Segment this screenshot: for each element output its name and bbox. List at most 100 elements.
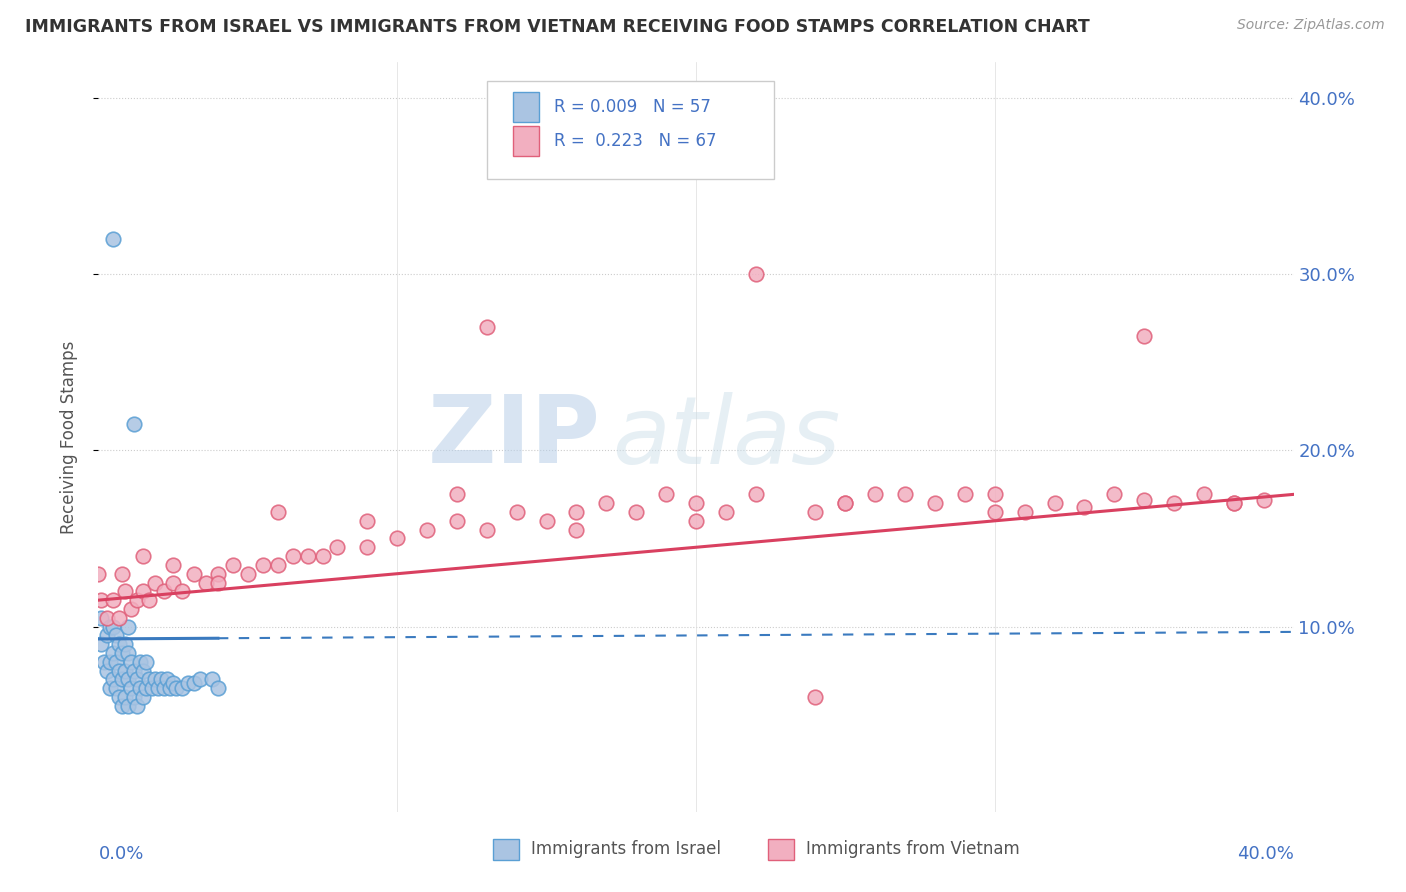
Point (685, 514, 707, 528)
Point (267, 558, 290, 572)
Point (162, 558, 184, 572)
Point (135, 655, 157, 669)
Point (1163, 496, 1185, 510)
Point (114, 637, 136, 651)
Point (207, 566, 229, 581)
Point (626, 505, 648, 519)
Point (103, 619, 125, 633)
Point (96, 611, 118, 625)
Point (114, 664, 136, 678)
Point (236, 566, 259, 581)
Text: Source: ZipAtlas.com: Source: ZipAtlas.com (1237, 18, 1385, 32)
Point (117, 673, 139, 687)
Point (595, 496, 617, 510)
Point (98, 681, 122, 696)
FancyBboxPatch shape (513, 93, 540, 122)
Point (105, 628, 128, 642)
Point (105, 681, 128, 696)
Point (90, 637, 112, 651)
Point (177, 676, 200, 690)
Point (135, 681, 157, 696)
Point (685, 496, 707, 510)
Point (127, 673, 149, 687)
Point (111, 646, 134, 660)
Point (153, 681, 176, 696)
Point (984, 487, 1007, 501)
FancyBboxPatch shape (486, 81, 773, 178)
Point (565, 505, 588, 519)
Point (96, 628, 118, 642)
Point (87, 566, 110, 581)
Point (127, 698, 149, 713)
Point (124, 664, 146, 678)
Text: Immigrants from Vietnam: Immigrants from Vietnam (806, 840, 1019, 858)
Point (132, 584, 155, 599)
Point (129, 681, 152, 696)
FancyBboxPatch shape (513, 126, 540, 156)
Text: R =  0.223   N = 67: R = 0.223 N = 67 (554, 132, 716, 150)
Point (565, 523, 588, 537)
Y-axis label: Receiving Food Stamps: Receiving Food Stamps (59, 341, 77, 533)
Point (655, 487, 678, 501)
Text: 0.0%: 0.0% (98, 846, 143, 863)
Point (120, 655, 142, 669)
Text: IMMIGRANTS FROM ISRAEL VS IMMIGRANTS FROM VIETNAM RECEIVING FOOD STAMPS CORRELAT: IMMIGRANTS FROM ISRAEL VS IMMIGRANTS FRO… (25, 18, 1090, 36)
Point (1223, 496, 1246, 510)
Point (117, 698, 139, 713)
Point (90, 593, 112, 607)
Point (183, 566, 205, 581)
Point (98, 619, 122, 633)
Point (834, 496, 856, 510)
Point (103, 673, 125, 687)
Point (103, 232, 125, 246)
Point (297, 549, 319, 563)
Point (172, 681, 194, 696)
Point (138, 673, 160, 687)
Point (117, 619, 139, 633)
Point (1014, 505, 1036, 519)
Point (141, 681, 163, 696)
Point (714, 505, 737, 519)
Point (159, 681, 181, 696)
Point (201, 673, 224, 687)
Point (124, 690, 146, 705)
Point (143, 673, 166, 687)
Point (114, 690, 136, 705)
Point (132, 549, 155, 563)
Point (103, 593, 125, 607)
Point (153, 584, 176, 599)
Point (1253, 492, 1275, 507)
Point (1104, 487, 1126, 501)
Point (120, 602, 142, 616)
Point (446, 514, 468, 528)
Point (129, 655, 152, 669)
Point (195, 575, 218, 590)
Point (1043, 496, 1066, 510)
Point (865, 487, 887, 501)
Point (924, 496, 946, 510)
Point (267, 505, 290, 519)
Point (745, 487, 768, 501)
Point (103, 646, 125, 660)
Point (834, 496, 856, 510)
Point (745, 267, 768, 281)
Point (111, 698, 134, 713)
Point (148, 681, 170, 696)
Point (111, 566, 134, 581)
Point (1223, 496, 1246, 510)
Point (356, 514, 378, 528)
Point (536, 514, 558, 528)
Point (804, 690, 827, 705)
Point (1133, 328, 1156, 343)
Text: ZIP: ZIP (427, 391, 600, 483)
Point (98, 655, 122, 669)
Point (111, 673, 134, 687)
Point (252, 558, 274, 572)
FancyBboxPatch shape (494, 838, 519, 860)
Point (1073, 500, 1095, 514)
Point (172, 584, 194, 599)
Point (96, 664, 118, 678)
Point (93, 655, 115, 669)
Point (188, 673, 211, 687)
Point (120, 681, 142, 696)
